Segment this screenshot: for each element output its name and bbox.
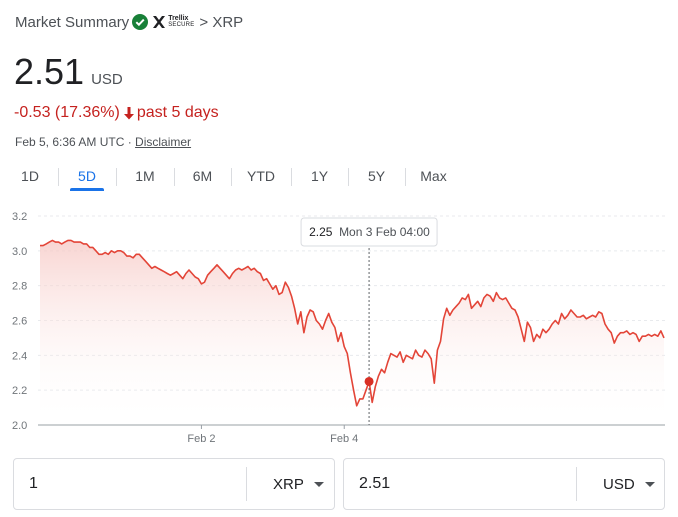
tab-separator bbox=[174, 168, 175, 186]
to-unit-label: USD bbox=[603, 475, 635, 493]
header: Market Summary Trellix SECURE > XRP bbox=[15, 12, 243, 32]
price-change-row: -0.53 (17.36%) past 5 days bbox=[14, 104, 219, 122]
tab-6m[interactable]: 6M bbox=[192, 168, 213, 184]
y-tick-label: 2.4 bbox=[12, 350, 27, 362]
chevron-down-icon bbox=[644, 481, 655, 487]
y-tick-label: 2.6 bbox=[12, 316, 27, 328]
tab-separator bbox=[348, 168, 349, 186]
tab-max[interactable]: Max bbox=[420, 168, 447, 184]
current-price: 2.51 bbox=[14, 51, 85, 92]
quote-timestamp: Feb 5, 6:36 AM UTC · bbox=[15, 135, 136, 149]
price-change: -0.53 (17.36%) bbox=[14, 104, 120, 121]
trellix-logo-text: Trellix SECURE bbox=[168, 15, 195, 28]
quote-timestamp-row: Feb 5, 6:36 AM UTC · Disclaimer bbox=[15, 135, 191, 149]
verified-check-icon bbox=[132, 14, 149, 30]
y-tick-label: 2.8 bbox=[12, 281, 27, 293]
y-tick-label: 3.0 bbox=[12, 246, 27, 258]
from-amount-input[interactable]: 1 bbox=[29, 475, 38, 492]
disclaimer-link[interactable]: Disclaimer bbox=[135, 135, 192, 149]
tab-5d[interactable]: 5D bbox=[58, 164, 116, 190]
y-tick-label: 2.2 bbox=[12, 385, 27, 397]
tab-5y[interactable]: 5Y bbox=[367, 168, 386, 184]
change-period: past 5 days bbox=[136, 104, 219, 121]
x-tick-label: Feb 4 bbox=[330, 433, 358, 445]
hover-tooltip bbox=[300, 217, 438, 247]
to-divider bbox=[576, 467, 577, 501]
tooltip-label: Mon 3 Feb 04:00 bbox=[339, 225, 430, 239]
market-summary-title: Market Summary bbox=[15, 13, 130, 31]
y-tick-label: 3.2 bbox=[12, 211, 27, 223]
tab-separator bbox=[116, 168, 117, 186]
hover-point bbox=[364, 376, 374, 386]
price-line bbox=[40, 239, 665, 407]
tab-1d[interactable]: 1D bbox=[21, 168, 39, 184]
price-chart[interactable]: 3.2 3.0 2.8 2.6 2.4 2.2 2.0 Feb 2 Feb 4 2.25 Mon 3… bbox=[0, 200, 678, 450]
to-converter: 2.51 USD bbox=[343, 458, 665, 510]
to-amount-input[interactable]: 2.51 bbox=[359, 475, 391, 492]
arrow-down-icon bbox=[123, 107, 134, 120]
to-unit-select[interactable]: USD bbox=[603, 459, 655, 509]
chevron-down-icon bbox=[313, 481, 324, 487]
from-divider bbox=[246, 467, 247, 501]
tab-separator bbox=[291, 168, 292, 186]
tab-ytd[interactable]: YTD bbox=[247, 168, 275, 184]
tab-1m[interactable]: 1M bbox=[135, 168, 155, 184]
trellix-logo-icon bbox=[153, 16, 166, 28]
from-unit-label: XRP bbox=[273, 475, 304, 493]
price-currency: USD bbox=[91, 71, 123, 88]
tab-separator bbox=[231, 168, 232, 186]
tooltip-value: 2.25 bbox=[309, 225, 333, 239]
breadcrumb-xrp[interactable]: > XRP bbox=[199, 13, 244, 31]
from-converter: 1 XRP bbox=[13, 458, 335, 510]
price-row: 2.51 USD bbox=[14, 52, 123, 92]
range-tabs: 1D 5D 1M 6M YTD 1Y 5Y Max bbox=[2, 164, 462, 190]
price-area-fill bbox=[40, 240, 664, 425]
y-tick-label: 2.0 bbox=[12, 420, 27, 432]
tab-1y[interactable]: 1Y bbox=[310, 168, 329, 184]
from-unit-select[interactable]: XRP bbox=[273, 459, 324, 509]
x-tick-label: Feb 2 bbox=[187, 433, 215, 445]
tab-separator bbox=[405, 168, 406, 186]
